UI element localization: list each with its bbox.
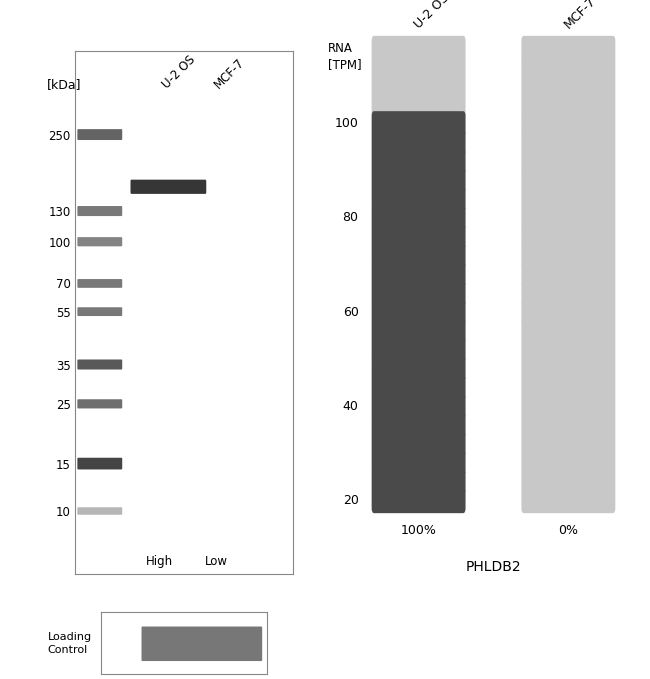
Text: 40: 40 [343,400,359,413]
FancyBboxPatch shape [521,318,616,344]
FancyBboxPatch shape [372,450,465,475]
FancyBboxPatch shape [521,299,616,325]
Text: High: High [146,555,174,568]
FancyBboxPatch shape [521,469,616,494]
Text: MCF-7: MCF-7 [562,0,599,31]
FancyBboxPatch shape [372,356,465,382]
Text: 0%: 0% [558,524,578,536]
FancyBboxPatch shape [77,399,122,409]
FancyBboxPatch shape [372,431,465,457]
FancyBboxPatch shape [77,237,122,246]
FancyBboxPatch shape [521,92,616,117]
FancyBboxPatch shape [372,280,465,306]
FancyBboxPatch shape [372,205,465,231]
FancyBboxPatch shape [521,187,616,212]
FancyBboxPatch shape [521,413,616,438]
FancyBboxPatch shape [77,206,122,216]
FancyBboxPatch shape [77,129,122,140]
Text: 60: 60 [343,306,359,318]
FancyBboxPatch shape [372,73,465,98]
FancyBboxPatch shape [372,337,465,363]
FancyBboxPatch shape [521,450,616,475]
Text: 80: 80 [343,211,359,225]
FancyBboxPatch shape [521,337,616,363]
FancyBboxPatch shape [372,318,465,344]
FancyBboxPatch shape [372,224,465,249]
FancyBboxPatch shape [372,187,465,212]
FancyBboxPatch shape [372,36,465,61]
FancyBboxPatch shape [372,54,465,80]
FancyBboxPatch shape [521,73,616,98]
FancyBboxPatch shape [372,469,465,494]
FancyBboxPatch shape [372,375,465,400]
Text: U-2 OS: U-2 OS [412,0,452,31]
FancyBboxPatch shape [372,111,465,136]
FancyBboxPatch shape [521,149,616,174]
FancyBboxPatch shape [372,394,465,419]
FancyBboxPatch shape [77,359,122,369]
FancyBboxPatch shape [131,180,206,194]
FancyBboxPatch shape [521,356,616,382]
FancyBboxPatch shape [521,111,616,136]
FancyBboxPatch shape [372,262,465,287]
Text: 100: 100 [335,117,359,130]
Text: 100%: 100% [400,524,437,536]
FancyBboxPatch shape [521,488,616,513]
Text: RNA
[TPM]: RNA [TPM] [328,42,362,71]
FancyBboxPatch shape [521,54,616,80]
FancyBboxPatch shape [521,224,616,249]
FancyBboxPatch shape [521,262,616,287]
FancyBboxPatch shape [521,243,616,268]
FancyBboxPatch shape [372,168,465,193]
FancyBboxPatch shape [77,458,122,469]
FancyBboxPatch shape [521,36,616,61]
FancyBboxPatch shape [372,488,465,513]
FancyBboxPatch shape [77,308,122,316]
Text: MCF-7: MCF-7 [212,56,247,91]
Text: Loading
Control: Loading Control [47,633,92,655]
Text: 20: 20 [343,494,359,507]
FancyBboxPatch shape [521,431,616,457]
Text: [kDa]: [kDa] [46,77,81,91]
FancyBboxPatch shape [372,92,465,117]
FancyBboxPatch shape [521,205,616,231]
FancyBboxPatch shape [77,279,122,288]
FancyBboxPatch shape [521,394,616,419]
Text: Low: Low [205,555,228,568]
FancyBboxPatch shape [77,507,122,515]
Text: U-2 OS: U-2 OS [160,53,198,91]
FancyBboxPatch shape [372,243,465,268]
FancyBboxPatch shape [372,149,465,174]
FancyBboxPatch shape [372,413,465,438]
FancyBboxPatch shape [521,168,616,193]
FancyBboxPatch shape [372,299,465,325]
FancyBboxPatch shape [521,280,616,306]
Text: PHLDB2: PHLDB2 [465,560,521,574]
FancyBboxPatch shape [521,130,616,155]
FancyBboxPatch shape [372,130,465,155]
FancyBboxPatch shape [142,627,262,661]
FancyBboxPatch shape [521,375,616,400]
